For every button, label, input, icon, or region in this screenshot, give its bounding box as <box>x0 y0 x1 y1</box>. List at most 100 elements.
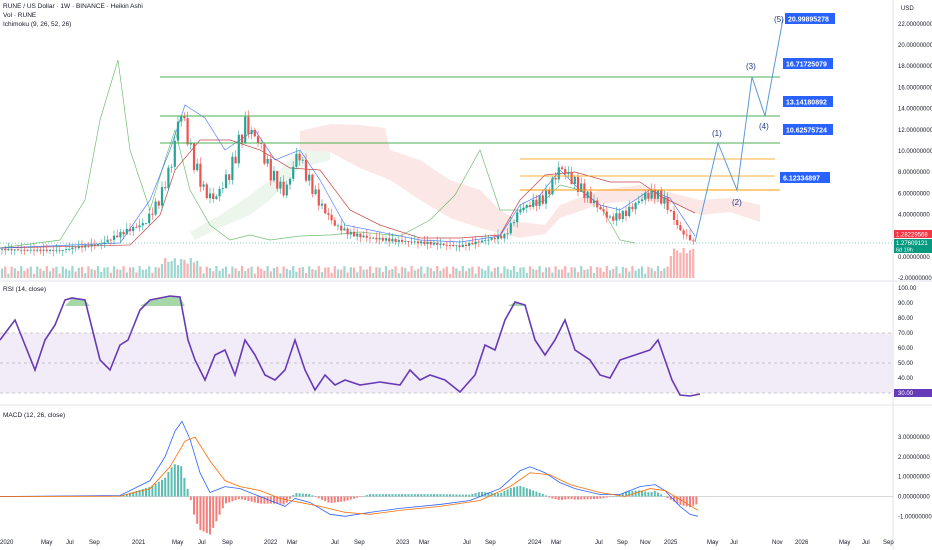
ha-candle-body <box>653 189 656 199</box>
macd-histogram-bar <box>202 496 205 532</box>
ha-candle-body <box>87 245 90 247</box>
volume-bar <box>112 266 116 278</box>
volume-bar <box>16 271 20 278</box>
macd-histogram-bar <box>442 494 445 497</box>
time-axis-label: 2024 <box>528 540 542 546</box>
macd-histogram-bar <box>247 496 250 501</box>
volume-bar <box>381 271 384 278</box>
ha-candle-body <box>439 243 442 245</box>
volume-bar <box>685 253 688 278</box>
macd-histogram-bar <box>519 485 522 497</box>
macd-histogram-bar <box>260 496 263 504</box>
ha-candle-body <box>68 249 71 250</box>
ha-candle-body <box>77 246 80 249</box>
macd-histogram-bar <box>269 496 272 504</box>
ha-candle-body <box>167 167 170 189</box>
volume-bar <box>61 266 64 278</box>
target-value-box[interactable] <box>780 172 830 183</box>
volume-bar <box>64 268 68 278</box>
macd-histogram-bar <box>401 494 403 497</box>
macd-histogram-bar <box>420 494 423 497</box>
price-axis-tick: 14.00000000 <box>898 107 932 113</box>
macd-histogram-bar <box>167 472 170 497</box>
time-axis-label: Sep <box>89 540 100 546</box>
volume-bar <box>439 270 442 278</box>
volume-label: Vol · RUNE <box>3 12 37 19</box>
ha-candle-body <box>253 129 256 137</box>
target-value-box[interactable] <box>783 58 833 69</box>
macd-histogram-bar <box>346 496 349 501</box>
volume-bar <box>260 268 263 278</box>
volume-bar <box>106 267 109 278</box>
ha-candle-body <box>612 216 615 221</box>
ha-candle-body <box>506 233 509 235</box>
wave-label: (5) <box>774 15 784 24</box>
volume-bar <box>285 268 288 278</box>
macd-histogram-bar <box>125 493 128 497</box>
volume-bar <box>7 273 10 278</box>
ha-candle-body <box>36 249 39 251</box>
macd-histogram-bar <box>164 477 167 497</box>
macd-histogram-bar <box>653 491 656 497</box>
volume-bar <box>32 273 36 278</box>
ha-candle-body <box>13 249 16 251</box>
rsi-value-text: 30.00 <box>898 391 914 397</box>
ha-candle-body <box>416 241 420 244</box>
macd-histogram-bar <box>529 489 531 497</box>
macd-histogram-bar <box>215 496 218 522</box>
ha-candle-body <box>263 144 266 164</box>
volume-bar <box>503 266 506 278</box>
volume-bar <box>525 272 528 278</box>
ha-candle-body <box>368 237 372 239</box>
volume-bar <box>580 266 583 278</box>
macd-histogram-bar <box>666 496 669 498</box>
volume-bar <box>621 266 624 278</box>
wave-label: (2) <box>732 198 742 207</box>
macd-histogram-bar <box>602 496 605 499</box>
ha-candle-body <box>532 199 535 207</box>
volume-bar <box>519 267 522 278</box>
target-value-box[interactable] <box>785 13 835 24</box>
volume-bar <box>583 269 586 278</box>
volume-bar <box>445 266 448 278</box>
volume-bar <box>234 268 237 278</box>
ha-candle-body <box>80 246 84 248</box>
ha-candle-body <box>96 244 100 246</box>
volume-bar <box>653 271 656 278</box>
ha-candle-body <box>32 249 36 251</box>
ha-candle-body <box>100 243 103 245</box>
macd-histogram-bar <box>404 494 407 497</box>
ha-candle-body <box>564 169 567 175</box>
ha-candle-body <box>663 197 666 204</box>
volume-bar <box>602 271 605 278</box>
macd-histogram-bar <box>417 494 419 497</box>
volume-bar <box>269 271 272 278</box>
volume-bar <box>592 272 596 278</box>
ha-candle-body <box>221 188 224 189</box>
volume-bar <box>688 250 692 278</box>
target-value-box[interactable] <box>783 96 833 107</box>
macd-histogram-bar <box>487 492 490 497</box>
volume-bar <box>669 255 672 278</box>
macd-histogram-bar <box>154 483 157 497</box>
macd-histogram-bar <box>644 491 647 497</box>
macd-histogram-bar <box>637 490 640 497</box>
ha-candle-body <box>180 116 183 122</box>
volume-bar <box>292 266 295 278</box>
ha-candle-body <box>298 153 301 161</box>
volume-bar <box>631 266 634 278</box>
volume-bar <box>132 267 135 278</box>
ha-candle-body <box>356 233 359 237</box>
ha-candle-body <box>637 201 640 203</box>
time-axis-label: May <box>707 540 718 546</box>
ha-candle-body <box>455 245 458 247</box>
ha-candle-body <box>285 184 288 196</box>
volume-bar <box>119 269 122 278</box>
volume-bar <box>288 270 292 278</box>
target-value-box[interactable] <box>783 124 833 135</box>
volume-bar <box>596 267 599 278</box>
time-axis-label: May <box>172 540 183 546</box>
volume-bar <box>461 266 464 278</box>
target-value-text: 13.14180892 <box>786 100 827 107</box>
